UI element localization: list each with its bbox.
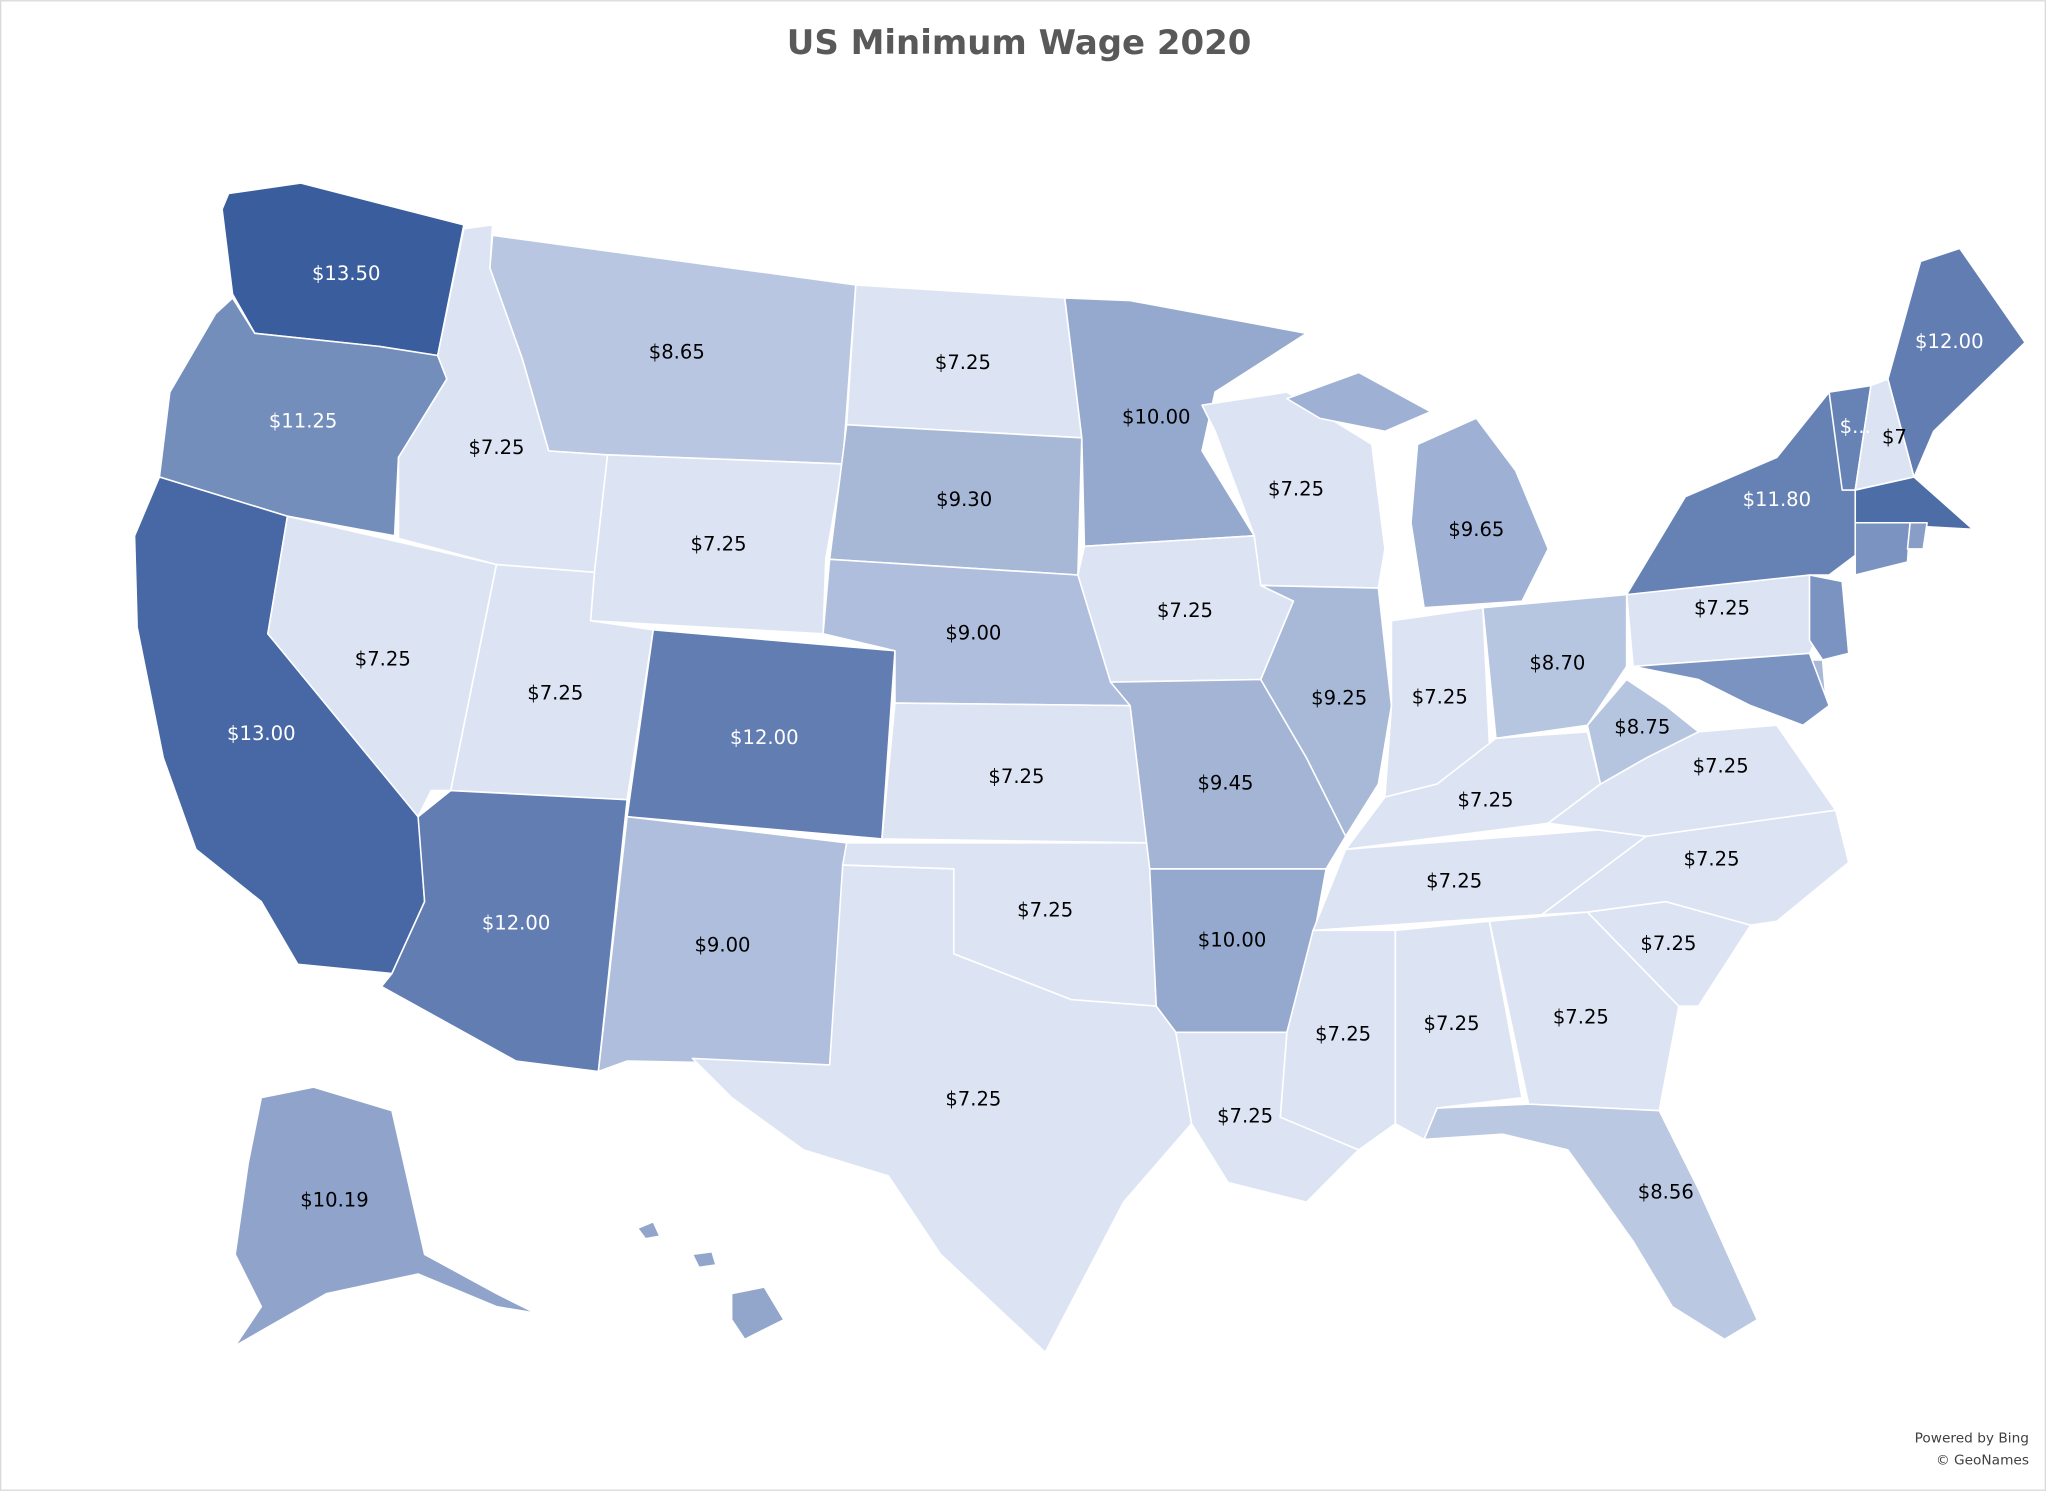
value-label: $7.25 — [1693, 755, 1749, 778]
region — [1482, 593, 1628, 740]
value-label: $9.00 — [694, 934, 750, 957]
region — [1586, 678, 1700, 785]
region — [1632, 652, 1830, 727]
value-label: $7.25 — [1553, 1005, 1609, 1028]
value-label: $10.00 — [1198, 928, 1267, 951]
value-label: $7.25 — [527, 681, 583, 704]
value-label: $... — [1840, 415, 1871, 438]
region — [234, 1086, 537, 1347]
value-label: $7.25 — [1424, 1012, 1480, 1035]
value-label: $7.25 — [1684, 847, 1740, 870]
value-label: $8.70 — [1529, 651, 1585, 674]
value-label: $7.25 — [1268, 478, 1324, 501]
value-label: $8.65 — [649, 340, 705, 363]
value-label: $13.50 — [312, 262, 381, 285]
region — [636, 1220, 785, 1341]
region — [691, 864, 1193, 1354]
value-label: $7.25 — [945, 1088, 1001, 1111]
region — [1906, 521, 1928, 550]
value-label: $7.25 — [988, 765, 1044, 788]
value-label: $7.25 — [1157, 599, 1213, 622]
value-label: $11.25 — [269, 410, 338, 433]
value-label: $9.00 — [945, 621, 1001, 644]
value-label: $9.65 — [1448, 518, 1504, 541]
value-label: $9.30 — [936, 488, 992, 511]
value-label: $11.80 — [1743, 488, 1812, 511]
region — [158, 297, 448, 537]
value-label: $10.00 — [1122, 406, 1191, 429]
value-label: $8.75 — [1614, 715, 1670, 738]
value-label: $7.25 — [691, 532, 747, 555]
value-label: $12.00 — [482, 911, 551, 934]
region — [1286, 371, 1550, 609]
value-label: $7.25 — [1457, 789, 1513, 812]
value-label: $7.25 — [468, 436, 524, 459]
value-label: $12.00 — [1915, 330, 1984, 353]
credit: © GeoNames — [1936, 1453, 2029, 1469]
region — [380, 789, 628, 1073]
value-label: $7.25 — [1640, 932, 1696, 955]
chart-title: US Minimum Wage 2020 — [787, 23, 1252, 63]
value-label: $9.45 — [1197, 772, 1253, 795]
region — [1854, 521, 1911, 576]
value-label: $9.25 — [1311, 687, 1367, 710]
value-label: $7.25 — [1017, 898, 1073, 921]
value-label: $7.25 — [1217, 1105, 1273, 1128]
value-label: $7.25 — [1694, 596, 1750, 619]
value-label: $13.00 — [227, 722, 296, 745]
value-label: $8.56 — [1638, 1180, 1694, 1203]
value-label: $7.25 — [355, 647, 411, 670]
region — [1423, 1103, 1759, 1341]
credit: Powered by Bing — [1915, 1431, 2029, 1447]
region — [1808, 574, 1850, 661]
value-label: $7 — [1882, 425, 1907, 448]
value-label: $10.19 — [300, 1188, 369, 1211]
value-label: $12.00 — [730, 726, 799, 749]
value-label: $7.25 — [1315, 1022, 1371, 1045]
value-label: $7.25 — [1426, 870, 1482, 893]
value-label: $7.25 — [935, 351, 991, 374]
region — [1854, 476, 1974, 531]
region — [1260, 584, 1393, 838]
region — [1064, 297, 1308, 548]
labels: $13.50 $11.25 $13.00 $7.25 $7.25 $8.65 $7.25 $7… — [227, 262, 1984, 1211]
regions — [133, 182, 2026, 1354]
value-label: $7.25 — [1412, 685, 1468, 708]
